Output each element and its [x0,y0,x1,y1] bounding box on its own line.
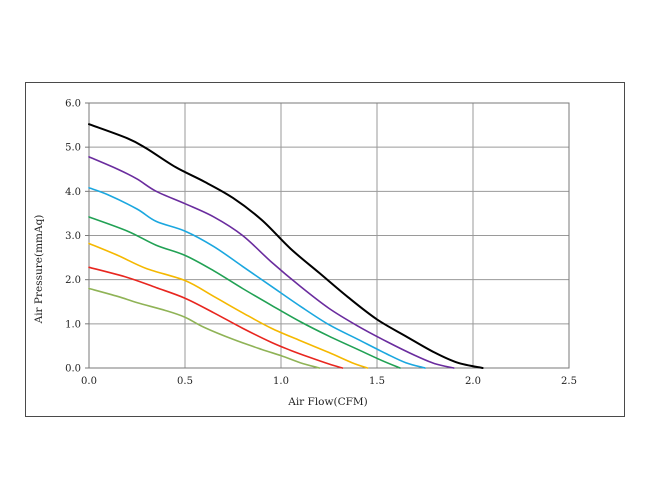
series-line-5 [88,242,369,369]
y-axis-ticks: 0.0 1.0 2.0 3.0 4.0 5.0 6.0 [65,99,89,375]
series-line-1 [88,123,484,369]
y-tick-label: 6.0 [65,99,81,110]
y-axis-label: Air Pressure(mmAq) [33,215,45,325]
y-tick-label: 5.0 [65,143,81,154]
pressure-flow-chart: 0.0 0.5 1.0 1.5 2.0 2.5 0.0 1.0 2.0 3.0 4.0 5.0 6.0… [33,99,577,409]
y-tick-label: 4.0 [65,187,81,198]
series-line-3 [88,187,426,369]
series-line-4 [88,216,401,369]
y-tick-label: 2.0 [65,275,81,286]
x-tick-label: 1.5 [369,376,385,387]
series-line-7 [88,287,321,369]
x-tick-label: 0.0 [81,376,97,387]
y-tick-label: 1.0 [65,319,81,330]
x-tick-label: 0.5 [177,376,193,387]
series-line-2 [88,156,455,369]
series-line-6 [88,266,344,369]
x-axis-label: Air Flow(CFM) [287,396,368,408]
series-group [88,123,484,369]
chart-frame: 0.0 0.5 1.0 1.5 2.0 2.5 0.0 1.0 2.0 3.0 4.0 5.0 6.0… [25,82,625,417]
x-tick-label: 2.5 [561,376,577,387]
grid [88,102,570,369]
x-tick-label: 2.0 [465,376,481,387]
y-tick-label: 3.0 [65,231,81,242]
x-tick-label: 1.0 [273,376,289,387]
x-axis-ticks: 0.0 0.5 1.0 1.5 2.0 2.5 [81,376,577,387]
y-tick-label: 0.0 [65,364,81,375]
